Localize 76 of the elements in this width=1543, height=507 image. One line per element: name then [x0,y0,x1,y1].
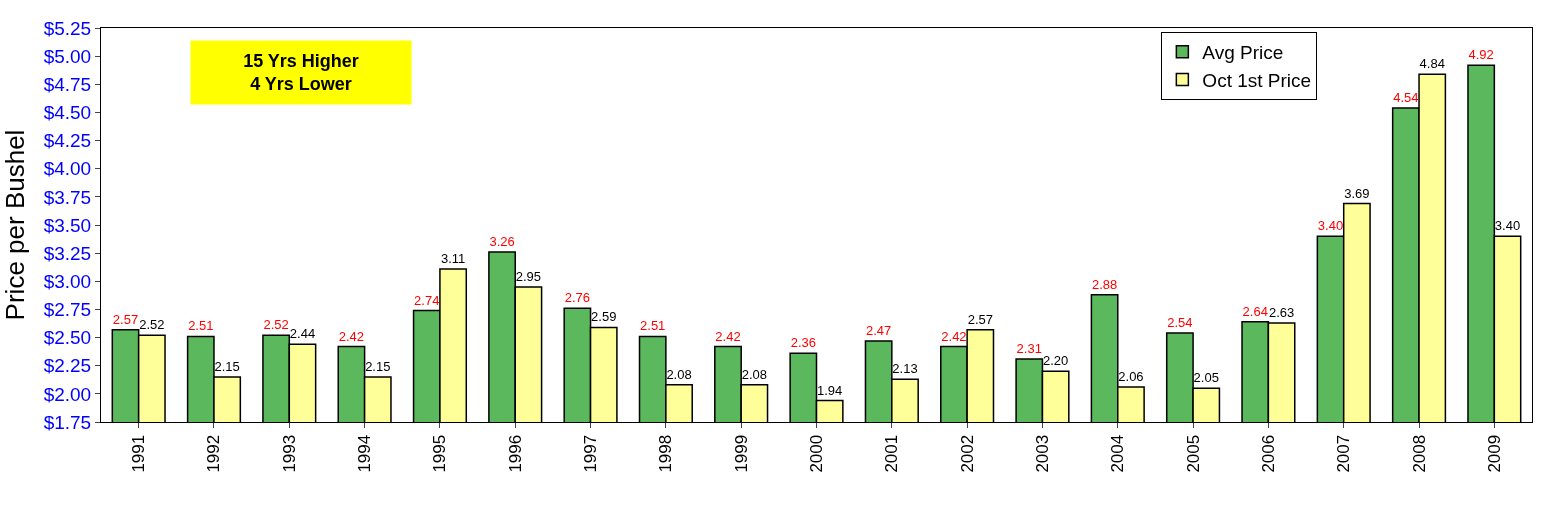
x-tick-label: 2004 [1108,434,1128,473]
x-tick-label: 1991 [129,434,149,473]
data-label: 2.95 [515,268,542,284]
y-tick-label: $4.50 [43,102,92,124]
data-label: 2.08 [666,366,692,382]
y-tick-label: $4.00 [43,158,92,180]
y-tick-label: $2.75 [43,299,92,321]
data-label: 4.54 [1393,89,1419,105]
legend-label: Oct 1st Price [1202,69,1312,91]
x-tick-label: 1995 [430,434,450,473]
data-label: 2.42 [338,328,365,344]
x-tick-label: 2008 [1409,434,1429,473]
legend-label: Avg Price [1202,42,1284,64]
data-label: 4.84 [1419,56,1445,72]
x-tick-label: 1996 [505,434,525,473]
data-label: 2.54 [1167,315,1193,331]
data-label: 2.20 [1042,353,1069,369]
data-label: 2.52 [263,317,289,333]
data-label: 2.05 [1193,370,1219,386]
y-tick-label: $3.50 [43,214,92,236]
y-tick-label: $4.75 [43,73,92,95]
x-tick-label: 1997 [581,434,601,473]
data-label: 2.52 [139,317,165,333]
data-label: 2.57 [112,311,139,327]
x-tick-label: 1998 [656,434,676,473]
data-label: 2.51 [188,318,214,334]
annotation: 15 Yrs Higher 4 Yrs Lower [243,51,359,95]
y-tick-label: $1.75 [43,411,92,433]
data-label: 2.47 [865,322,892,338]
x-tick-label: 2007 [1334,434,1354,473]
data-label: 3.40 [1494,218,1521,234]
data-label: 2.76 [564,290,591,306]
data-label: 2.08 [741,366,768,382]
data-label: 3.11 [440,250,466,266]
x-tick-label: 1992 [204,434,224,473]
data-label: 3.26 [489,234,515,250]
y-tick-label: $2.25 [43,355,92,377]
x-tick-label: 2009 [1484,434,1504,473]
data-label: 2.42 [715,328,741,344]
y-tick-label: $5.25 [43,17,92,39]
data-label: 2.51 [640,318,666,334]
data-label: 2.64 [1242,303,1268,319]
data-label: 1.94 [817,382,843,398]
x-tick-label: 1994 [355,434,375,473]
y-tick-label: $3.00 [43,270,92,292]
data-label: 2.42 [941,328,967,344]
y-axis-title: Price per Bushel [0,129,30,321]
y-tick-label: $2.50 [43,327,92,349]
x-tick-label: 1999 [731,434,751,473]
data-label: 2.31 [1016,340,1042,356]
data-label: 2.13 [892,361,918,377]
x-tick-label: 1993 [279,434,299,473]
y-tick-label: $5.00 [43,45,92,67]
data-label: 2.57 [967,311,993,327]
x-tick-label: 2002 [957,434,977,473]
x-tick-label: 2000 [807,434,827,473]
y-tick-label: $2.00 [43,383,92,405]
data-label: 2.44 [289,326,316,342]
x-tick-label: 2005 [1183,434,1203,473]
data-label: 3.40 [1317,218,1344,234]
data-label: 2.88 [1091,276,1118,292]
data-label: 2.06 [1118,369,1144,385]
y-tick-label: $3.75 [43,186,92,208]
y-tick-label: $4.25 [43,130,92,152]
data-label: 3.69 [1344,185,1370,201]
data-label: 2.15 [365,358,391,374]
x-tick-label: 2003 [1032,434,1052,473]
y-tick-label: $3.25 [43,242,92,264]
data-label: 4.92 [1468,47,1494,63]
data-label: 2.63 [1268,304,1295,320]
x-tick-label: 2006 [1258,434,1278,473]
x-tick-label: 2001 [882,434,902,473]
data-label: 2.59 [591,309,617,325]
data-label: 2.74 [414,292,440,308]
data-label: 2.15 [214,358,240,374]
data-label: 2.36 [790,335,816,351]
